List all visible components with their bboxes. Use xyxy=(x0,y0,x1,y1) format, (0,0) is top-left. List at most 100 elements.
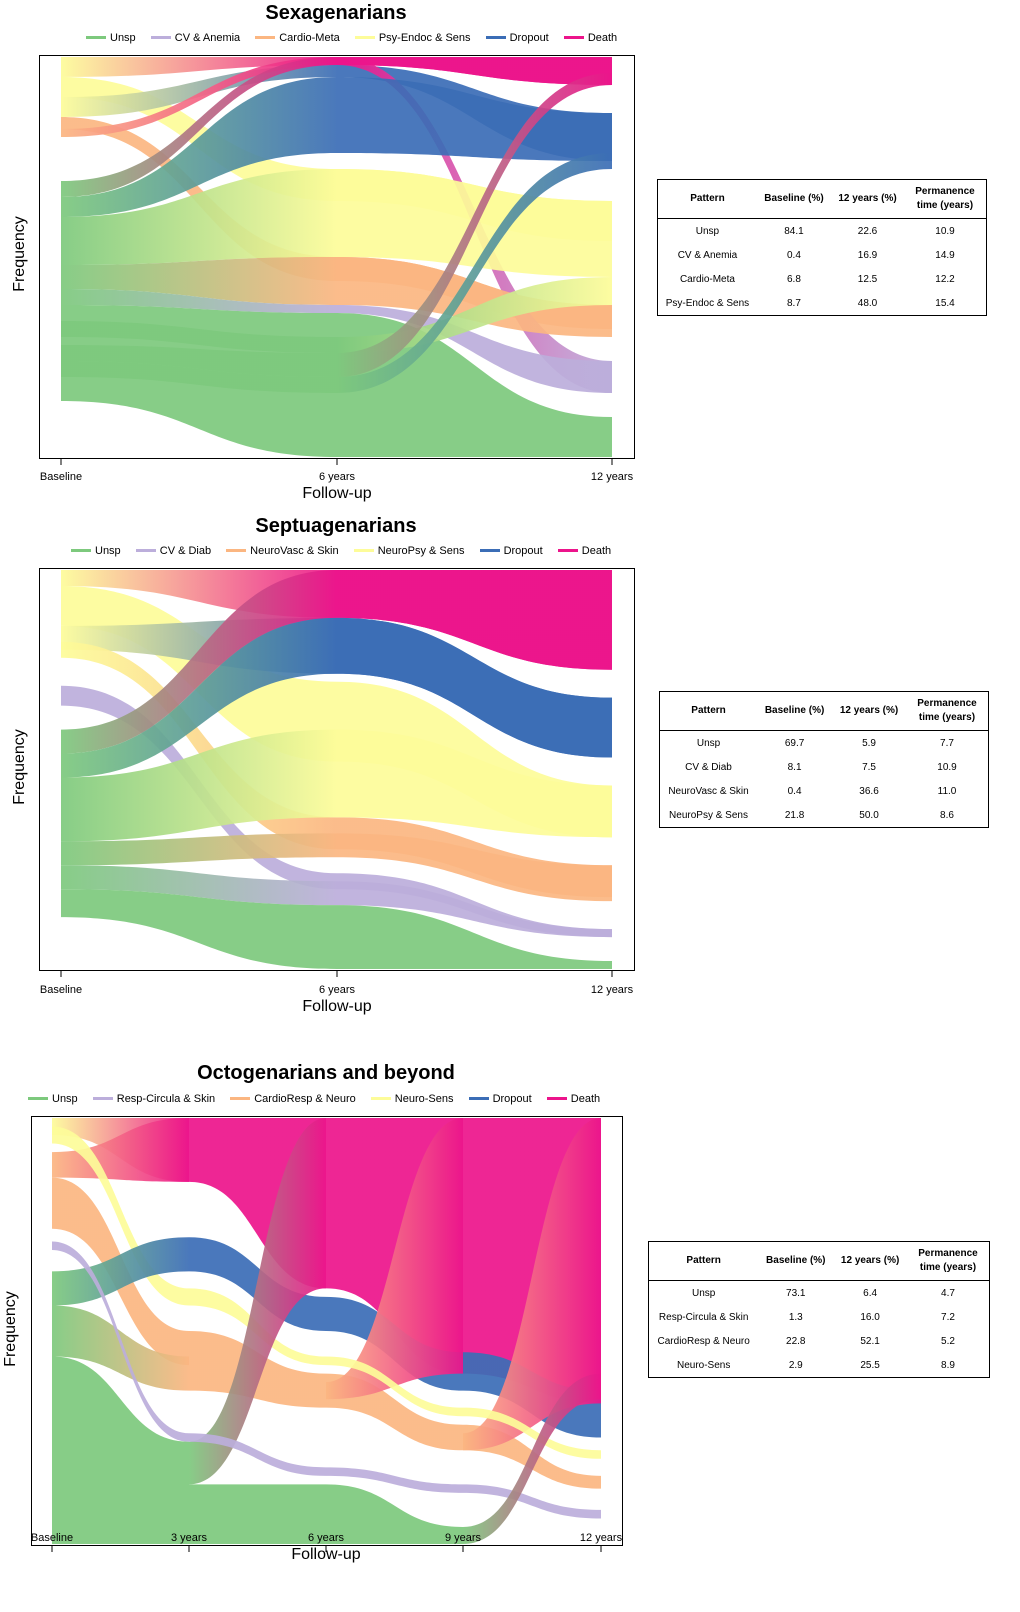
table-row: Unsp 69.7 5.9 7.7 xyxy=(696,737,954,749)
table-row: CV & Diab 8.1 7.5 10.9 xyxy=(685,761,957,773)
tick-label-3y: 3 years xyxy=(170,1532,208,1544)
table-row: Resp-Circula & Skin 1.3 16.0 7.2 xyxy=(658,1311,955,1323)
flow-band xyxy=(52,1241,189,1442)
flow-band xyxy=(61,57,337,137)
th-baseline: Baseline (%) xyxy=(756,179,831,219)
flow-band xyxy=(463,1373,601,1544)
legend-item-unsp: Unsp xyxy=(86,32,136,44)
flow-band xyxy=(61,169,337,265)
th-pattern: Pattern xyxy=(659,691,758,731)
panel-septuagenarians: Septuagenarians Unsp CV & Diab NeuroVasc… xyxy=(0,513,1020,1023)
flow-band xyxy=(337,153,612,393)
th-permanence: Permanence time (years) xyxy=(907,1241,990,1281)
flow-band xyxy=(463,1484,601,1519)
chart-title: Sexagenarians xyxy=(265,2,407,24)
chart-title: Octogenarians and beyond xyxy=(197,1062,455,1084)
flow-band xyxy=(52,1118,189,1182)
th-pattern: Pattern xyxy=(648,1241,759,1281)
flow-band xyxy=(61,729,337,842)
legend-item-p4: Psy-Endoc & Sens xyxy=(354,32,471,44)
th-12years: 12 years (%) xyxy=(831,179,904,219)
legend-item-p3: Cardio-Meta xyxy=(255,32,340,44)
table-row: Neuro-Sens 2.9 25.5 8.9 xyxy=(676,1359,955,1371)
legend-item-death: Death xyxy=(546,1093,600,1105)
table-row: CardioResp & Neuro 22.8 52.1 5.2 xyxy=(657,1335,955,1347)
flow-band xyxy=(189,1484,326,1544)
flow-band xyxy=(52,1126,189,1306)
th-baseline: Baseline (%) xyxy=(758,1241,834,1281)
flow-band xyxy=(337,313,612,457)
th-permanence: Permanence time (years) xyxy=(904,179,987,219)
th-permanence: Permanence time (years) xyxy=(906,691,989,731)
flow-band xyxy=(463,1118,601,1451)
legend: Unsp CV & Diab NeuroVasc & Skin NeuroPsy… xyxy=(71,543,623,557)
summary-table: Pattern Baseline (%) 12 years (%) Perman… xyxy=(648,1241,990,1378)
legend-item-p3: CardioResp & Neuro xyxy=(230,1093,356,1105)
table-header-row: Pattern Baseline (%) 12 years (%) Perman… xyxy=(659,691,989,731)
th-pattern: Pattern xyxy=(657,179,757,219)
flow-band xyxy=(61,345,337,377)
legend-item-p2: Resp-Circula & Skin xyxy=(92,1093,215,1105)
flow-band xyxy=(61,321,337,353)
flow-band xyxy=(189,1118,326,1485)
summary-table: Pattern Baseline (%) 12 years (%) Perman… xyxy=(659,691,989,828)
legend-item-unsp: Unsp xyxy=(28,1093,78,1105)
alluvial-plot xyxy=(39,568,635,977)
x-axis-label: Follow-up xyxy=(291,1546,361,1563)
legend-item-p2: CV & Anemia xyxy=(150,32,240,44)
flow-band xyxy=(52,1237,189,1306)
flow-band xyxy=(326,1467,463,1493)
tick-label-12y: 12 years xyxy=(579,1532,623,1544)
y-axis-label: Frequency xyxy=(11,729,28,805)
legend-item-dropout: Dropout xyxy=(479,545,543,557)
table-row: Psy-Endoc & Sens 8.7 48.0 15.4 xyxy=(665,297,955,309)
tick-label-6y: 6 years xyxy=(318,984,356,996)
flow-band xyxy=(337,305,612,393)
flow-band xyxy=(326,1118,463,1400)
flow-band xyxy=(61,641,337,850)
table-row: Cardio-Meta 6.8 12.5 12.2 xyxy=(679,273,955,285)
legend-item-p2: CV & Diab xyxy=(135,545,211,557)
legend-item-p3: NeuroVasc & Skin xyxy=(226,545,339,557)
legend-item-death: Death xyxy=(557,545,611,557)
table-row: Unsp 73.1 6.4 4.7 xyxy=(691,1287,955,1299)
legend-item-p4: Neuro-Sens xyxy=(370,1093,454,1105)
legend-item-death: Death xyxy=(563,32,617,44)
tick-label-baseline: Baseline xyxy=(39,471,83,483)
table-row: NeuroVasc & Skin 0.4 36.6 11.0 xyxy=(668,785,957,797)
flow-band xyxy=(326,1484,463,1544)
tick-label-12y: 12 years xyxy=(590,471,634,483)
summary-table: Pattern Baseline (%) 12 years (%) Perman… xyxy=(657,179,987,316)
flow-band xyxy=(52,1305,189,1391)
flow-band xyxy=(61,617,337,778)
flow-band xyxy=(61,889,337,969)
flow-band xyxy=(61,257,337,305)
table-row: CV & Anemia 0.4 16.9 14.9 xyxy=(677,249,955,261)
y-axis-label: Frequency xyxy=(11,216,28,292)
tick-label-6y: 6 years xyxy=(318,471,356,483)
x-axis-label: Follow-up xyxy=(302,998,372,1015)
x-axis-label: Follow-up xyxy=(302,485,372,502)
flow-band xyxy=(61,361,337,393)
flow-band xyxy=(337,905,612,969)
tick-label-12y: 12 years xyxy=(590,984,634,996)
flow-band xyxy=(337,570,612,670)
legend-item-unsp: Unsp xyxy=(71,545,121,557)
tick-label-9y: 9 years xyxy=(444,1532,482,1544)
table-row: Unsp 84.1 22.6 10.9 xyxy=(695,225,955,237)
th-12years: 12 years (%) xyxy=(832,691,906,731)
tick-label-baseline: Baseline xyxy=(39,984,83,996)
flow-band xyxy=(337,881,612,938)
flow-band xyxy=(337,57,612,85)
chart-title: Septuagenarians xyxy=(255,515,417,537)
flow-band xyxy=(337,617,612,758)
table-header-row: Pattern Baseline (%) 12 years (%) Perman… xyxy=(657,179,987,219)
table-row: NeuroPsy & Sens 21.8 50.0 8.6 xyxy=(669,809,954,821)
flow-band xyxy=(61,57,337,77)
flow-band xyxy=(337,257,612,337)
alluvial-plot xyxy=(39,55,635,465)
flow-band xyxy=(337,77,612,161)
tick-label-baseline: Baseline xyxy=(30,1532,74,1544)
flow-band xyxy=(189,1433,326,1476)
table-header-row: Pattern Baseline (%) 12 years (%) Perman… xyxy=(648,1241,990,1281)
